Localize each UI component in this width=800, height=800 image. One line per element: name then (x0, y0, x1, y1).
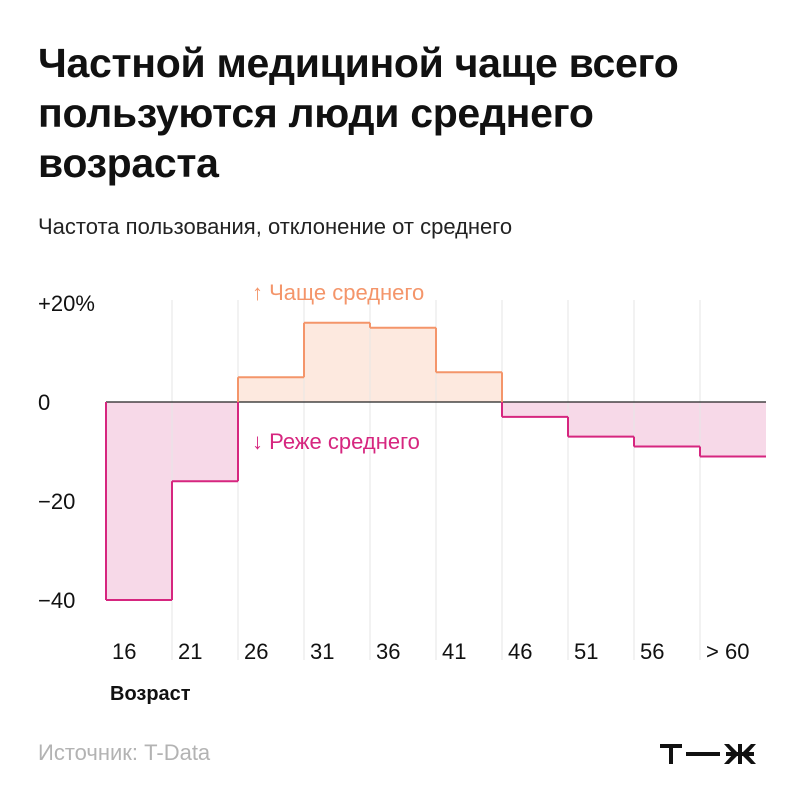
chart-subtitle: Частота пользования, отклонение от средн… (38, 214, 513, 239)
x-tick-label-7: 51 (574, 639, 598, 664)
area-fill-6 (502, 402, 568, 417)
area-fill-5 (436, 372, 502, 402)
area-fill-8 (634, 402, 700, 447)
area-fill-3 (304, 322, 370, 402)
y-tick-label-3: −40 (38, 588, 75, 613)
x-tick-label-8: 56 (640, 639, 664, 664)
area-fill-9 (700, 402, 766, 457)
x-axis-label: Возраст (110, 683, 191, 705)
x-tick-label-5: 41 (442, 639, 466, 664)
x-tick-label-1: 21 (178, 639, 202, 664)
area-fill-4 (370, 327, 436, 402)
brand-logo (660, 744, 756, 764)
step-area-chart: +20% 0 −20 −40 16 21 26 31 36 41 46 51 56 > 60 Возраст… (38, 280, 766, 705)
annotation-below: ↓ Реже среднего (252, 429, 420, 454)
x-tick-label-4: 36 (376, 639, 400, 664)
source-note: Источник: T-Data (38, 740, 211, 765)
area-fill-0 (106, 402, 172, 600)
annotation-above: ↑ Чаще среднего (252, 280, 424, 305)
chart-title: Частной медициной чаще всего пользуются … (38, 40, 679, 186)
x-tick-label-6: 46 (508, 639, 532, 664)
x-tick-label-0: 16 (112, 639, 136, 664)
area-fill-1 (172, 402, 238, 482)
x-tick-label-9: > 60 (706, 639, 749, 664)
area-fill-2 (238, 377, 304, 402)
area-fill-7 (568, 402, 634, 437)
y-tick-label-2: −20 (38, 489, 75, 514)
x-tick-label-3: 31 (310, 639, 334, 664)
x-tick-label-2: 26 (244, 639, 268, 664)
y-tick-label-1: 0 (38, 390, 50, 415)
y-tick-label-0: +20% (38, 291, 95, 316)
